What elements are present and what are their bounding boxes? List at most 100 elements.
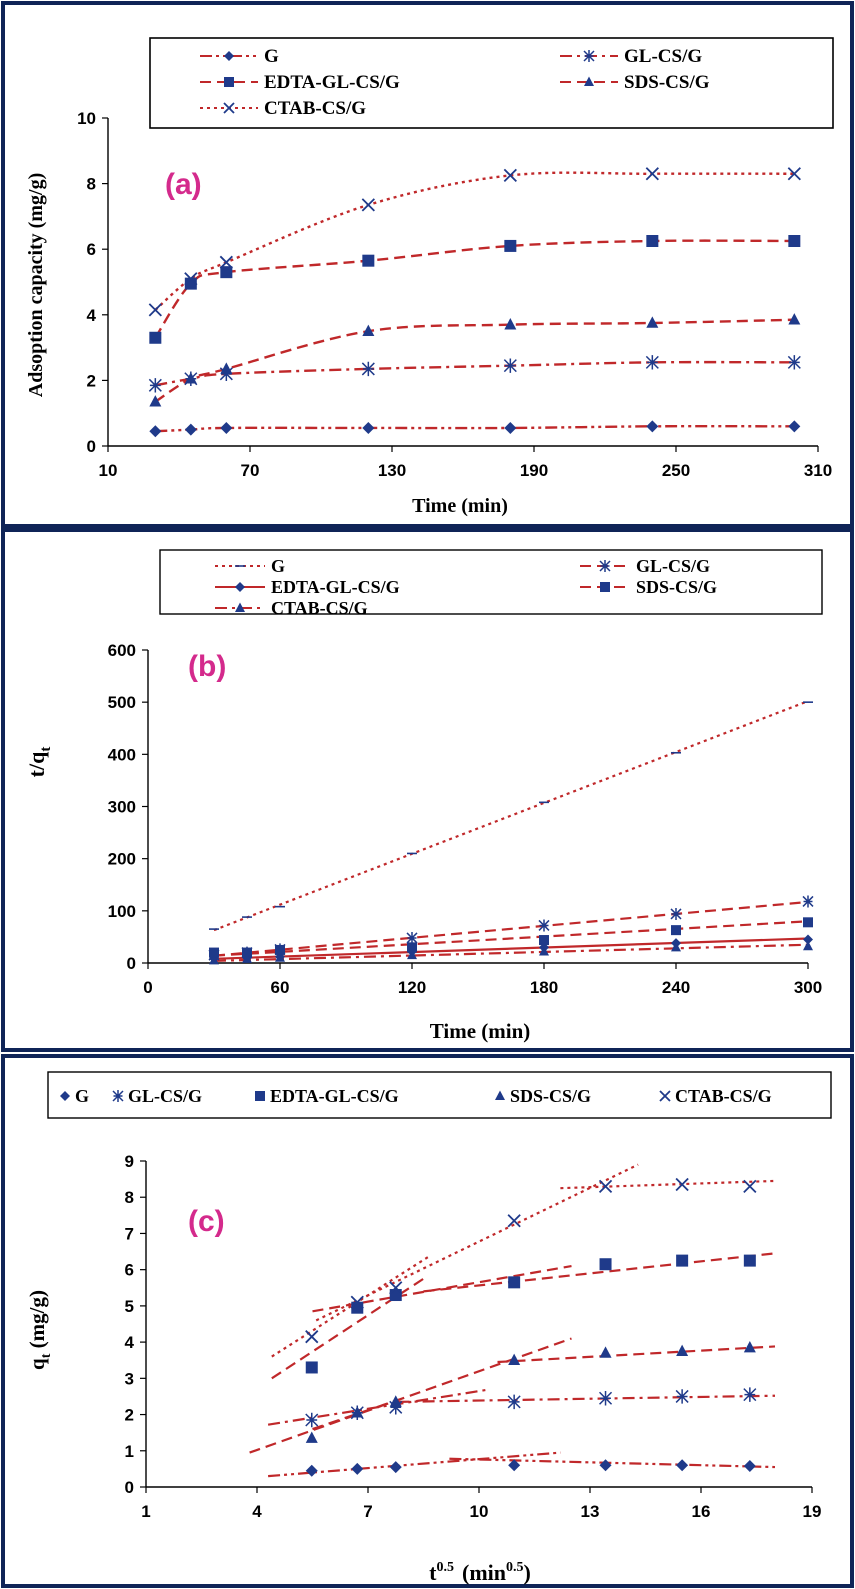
panel-b-points [208, 701, 814, 965]
panel-c-legend-marker-shape [60, 1091, 70, 1101]
panel-c-fit-ctab-cs-g [560, 1179, 776, 1190]
panel-a-legend-ctab-cs-g: CTAB-CS/G [200, 98, 366, 119]
panel-a-legend-label: EDTA-GL-CS/G [264, 72, 400, 93]
panel-c-point-edta-gl-cs-g [599, 1258, 612, 1271]
panel-b-point-ctab-cs-g [671, 941, 681, 952]
panel-b-legend-label: SDS-CS/G [636, 577, 717, 597]
panel-a-y-tick-label: 8 [87, 175, 96, 194]
panel-c-x-tick-label: 13 [581, 1502, 600, 1521]
panel-c-y-tick-label: 7 [125, 1224, 134, 1243]
panel-a-legend-marker-shape [583, 50, 595, 62]
panel-b-point-sds-cs-g [803, 917, 813, 928]
panel-c-point-gl-cs-g-shape [675, 1389, 689, 1404]
panel-b-point-ctab-cs-g [209, 954, 219, 965]
panel-a-point-ctab-cs-g [219, 255, 233, 269]
panel-c-x-tick-label: 7 [363, 1502, 372, 1521]
panel-a-point-ctab-cs-g [645, 167, 659, 181]
panel-b-point-sds-cs-g [407, 942, 417, 953]
panel-b-point-ctab-cs-g [539, 946, 549, 956]
panel-b-point-gl-cs-g-shape [538, 919, 550, 932]
panel-a-point-sds-cs-g [646, 316, 659, 328]
panel-b-point-ctab-cs-g-shape [803, 940, 813, 951]
panel-b-fit-sds-cs-g [213, 920, 809, 957]
panel-c-point-sds-cs-g-shape [676, 1344, 689, 1356]
panel-c-point-g [743, 1459, 756, 1472]
panel-a-point-gl-cs-g-shape [503, 358, 517, 373]
panel-b-legend-marker-shape [600, 582, 610, 592]
panel-c-y-tick-label: 2 [125, 1406, 134, 1425]
panel-b-legend-label: GL-CS/G [636, 556, 710, 576]
panel-b-y-tick-label: 400 [108, 745, 136, 764]
panel-c-legend-marker-shape [112, 1090, 124, 1102]
panel-a-points [148, 167, 801, 438]
panel-c-point-sds-cs-g [305, 1431, 318, 1443]
panel-a-legend-marker-shape [224, 77, 234, 87]
panel-b-point-sds-cs-g-shape [242, 947, 252, 958]
panel-a-point-g-shape [788, 420, 801, 433]
panel-c-point-gl-cs-g [675, 1389, 689, 1404]
panel-a-y-tick-label: 2 [87, 371, 96, 390]
panel-c-point-ctab-cs-g-shape [598, 1179, 613, 1193]
panel-c-point-g-shape [508, 1459, 521, 1472]
panel-c-point-ctab-cs-g [675, 1177, 689, 1192]
panel-c-point-gl-cs-g-shape [599, 1391, 613, 1406]
panel-a-point-edta-gl-cs-g [646, 235, 659, 247]
panel-c-point-sds-cs-g-shape [743, 1340, 756, 1353]
panel-c-fit-g [268, 1451, 561, 1478]
panel-b-y-tick-label: 300 [108, 798, 136, 817]
panel-b-fit-g [213, 700, 809, 932]
panel-c-legend-marker [112, 1090, 124, 1102]
panel-b-point-sds-cs-g-shape [539, 935, 549, 946]
panel-c-point-g [508, 1459, 521, 1472]
panel-a-point-g-shape [504, 421, 517, 434]
panel-c-point-gl-cs-g [599, 1391, 613, 1406]
panel-a-point-ctab-cs-g [148, 303, 162, 317]
panel-a-point-g-shape [184, 423, 197, 436]
panel-a-legend-marker-shape [223, 102, 235, 114]
panel-a-point-ctab-cs-g-shape [503, 168, 517, 183]
panel-c-point-edta-gl-cs-g [743, 1254, 756, 1267]
panel-a-legend-label: G [264, 46, 279, 67]
panel-a-point-sds-cs-g [184, 372, 197, 384]
panel-c-point-ctab-cs-g-shape [389, 1281, 403, 1295]
panel-b-legend-marker-shape [235, 602, 245, 612]
panel-b-legend-marker-shape [599, 560, 611, 572]
panel-b-point-gl-cs-g-shape [802, 895, 814, 908]
panel-c-point-g-shape [351, 1462, 364, 1475]
panel-a-point-sds-cs-g-shape [220, 362, 233, 374]
panel-c-point-g-shape [305, 1464, 318, 1477]
panel-a-point-gl-cs-g-shape [361, 361, 375, 377]
panel-c-y-tick-label: 1 [125, 1442, 134, 1461]
panel-b-point-sds-cs-g [275, 944, 285, 955]
panel-b-point-gl-cs-g [802, 895, 814, 908]
panel-b-point-sds-cs-g [539, 935, 549, 946]
panel-c-point-sds-cs-g-shape [508, 1353, 521, 1366]
panel-c-legend-marker-shape [659, 1090, 671, 1102]
panel-a-point-g-shape [362, 421, 375, 434]
panel-c-legend-marker-shape [495, 1090, 505, 1100]
panel-c-point-ctab-cs-g [389, 1281, 403, 1295]
panel-a-point-g [504, 421, 517, 434]
panel-a-point-sds-cs-g [504, 318, 517, 330]
panel-b-legend-sds-cs-g: SDS-CS/G [580, 577, 717, 597]
panel-a-y-tick-label: 4 [87, 306, 97, 325]
panel-b-legend-marker-shape [235, 582, 245, 592]
panel-c-point-sds-cs-g [508, 1353, 521, 1366]
panel-a-point-ctab-cs-g [503, 168, 517, 183]
panel-c-point-ctab-cs-g [598, 1179, 613, 1193]
panel-c-y-tick-label: 6 [125, 1261, 134, 1280]
panel-b-point-sds-cs-g [242, 947, 252, 958]
panel-c-point-ctab-cs-g-shape [305, 1330, 319, 1344]
panel-a-legend-marker [224, 77, 234, 87]
panel-c-point-sds-cs-g-shape [599, 1346, 612, 1358]
panel-b-point-ctab-cs-g [242, 953, 252, 963]
panel-c-legend-label: SDS-CS/G [510, 1086, 591, 1106]
panel-a-legend-g: G [200, 46, 279, 67]
panel-a-y-tick-label: 10 [77, 109, 96, 128]
panel-b-point-sds-cs-g-shape [275, 944, 285, 955]
panel-c-point-g [676, 1459, 689, 1472]
panel-b-x-tick-label: 0 [143, 978, 152, 997]
panel-b-y-tick-label: 100 [108, 902, 136, 921]
panel-c-point-ctab-cs-g-shape [350, 1295, 364, 1309]
